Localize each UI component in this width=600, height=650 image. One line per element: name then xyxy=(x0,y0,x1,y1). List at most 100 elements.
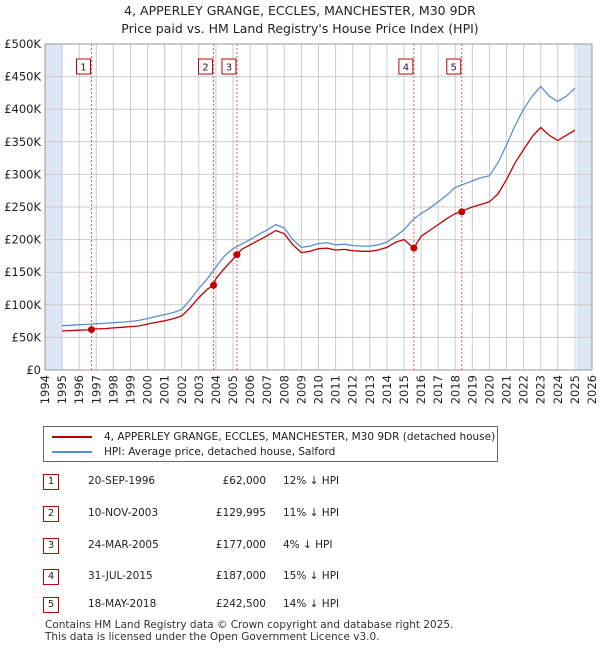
sale-marker-box xyxy=(221,58,237,75)
x-tick-label: 2019 xyxy=(465,375,479,404)
sale-point xyxy=(87,326,95,334)
sale-marker-label: 1 xyxy=(80,63,86,74)
x-tick-label: 2024 xyxy=(551,375,565,404)
sale-marker-box xyxy=(446,58,462,75)
plot-border xyxy=(44,43,593,371)
chart-title: 4, APPERLEY GRANGE, ECCLES, MANCHESTER, … xyxy=(124,3,476,18)
x-tick-label: 2007 xyxy=(260,375,274,404)
sale-marker-box xyxy=(398,58,414,75)
x-tick-label: 2018 xyxy=(448,375,462,404)
x-tick-label: 2021 xyxy=(500,375,514,404)
x-tick-label: 2013 xyxy=(363,375,377,404)
hpi-line xyxy=(62,85,576,327)
transaction-date: 18-MAY-2018 xyxy=(88,598,157,610)
chart-legend: 4, APPERLEY GRANGE, ECCLES, MANCHESTER, … xyxy=(43,426,498,462)
y-tick-label: £0 xyxy=(26,363,41,377)
sale-marker-label: 4 xyxy=(403,63,409,74)
transaction-hpi-diff: 14% ↓ HPI xyxy=(283,598,340,610)
x-tick-label: 2014 xyxy=(380,375,394,404)
y-tick-label: £150K xyxy=(4,265,41,279)
x-tick-label: 2026 xyxy=(585,375,599,404)
chart-axes: £0 £50K £100K £150K £200K £250K £300K £350K £400… xyxy=(4,37,599,404)
x-tick-label: 1999 xyxy=(123,375,137,404)
sale-point xyxy=(233,251,241,259)
sale-marker-label: 3 xyxy=(226,63,232,74)
transaction-hpi-diff: 11% ↓ HPI xyxy=(283,507,340,519)
licence-notice: This data is licensed under the Open Gov… xyxy=(45,631,380,643)
y-tick-label: £50K xyxy=(12,330,42,344)
x-tick-label: 2023 xyxy=(534,375,548,404)
transaction-date: 20-SEP-1996 xyxy=(88,475,156,487)
table-row: 5 18-MAY-2018 £242,500 14% ↓ HPI xyxy=(43,597,463,613)
transaction-date: 31-JUL-2015 xyxy=(88,570,153,582)
y-tick-label: £200K xyxy=(4,233,41,247)
x-tick-label: 2000 xyxy=(141,375,155,404)
sale-point xyxy=(410,244,418,252)
x-tick-label: 2001 xyxy=(158,375,172,404)
x-tick-label: 2022 xyxy=(517,375,531,404)
legend-property-label: 4, APPERLEY GRANGE, ECCLES, MANCHESTER, … xyxy=(104,431,496,443)
legend-hpi-label: HPI: Average price, detached house, Salf… xyxy=(104,446,336,458)
property-price-line xyxy=(62,126,576,332)
y-tick-label: £400K xyxy=(4,102,41,116)
transaction-number: 2 xyxy=(43,506,59,522)
x-tick-label: 2002 xyxy=(175,375,189,404)
y-tick-label: £350K xyxy=(4,135,41,149)
sale-marker-box xyxy=(75,58,91,75)
table-row: 1 20-SEP-1996 £62,000 12% ↓ HPI xyxy=(43,474,463,490)
sale-marker-box xyxy=(198,58,214,75)
transaction-number: 1 xyxy=(43,474,59,490)
x-tick-label: 2017 xyxy=(431,375,445,404)
transaction-date: 10-NOV-2003 xyxy=(88,507,159,519)
copyright-notice: Contains HM Land Registry data © Crown c… xyxy=(45,619,454,631)
table-row: 4 31-JUL-2015 £187,000 15% ↓ HPI xyxy=(43,569,463,585)
x-tick-label: 1995 xyxy=(55,375,69,404)
transaction-hpi-diff: 4% ↓ HPI xyxy=(283,539,333,551)
sale-point xyxy=(458,208,466,216)
y-tick-label: £450K xyxy=(4,70,41,84)
y-tick-label: £300K xyxy=(4,167,41,181)
table-row: 3 24-MAR-2005 £177,000 4% ↓ HPI xyxy=(43,538,463,554)
transaction-price: £177,000 xyxy=(215,539,266,551)
x-tick-label: 1997 xyxy=(89,375,103,404)
transaction-price: £129,995 xyxy=(215,507,266,519)
legend-property-line xyxy=(52,436,92,438)
sale-points xyxy=(87,208,466,334)
x-tick-label: 2011 xyxy=(329,375,343,404)
sale-marker-boxes: 1 2 3 4 5 xyxy=(75,58,462,75)
x-tick-label: 1994 xyxy=(38,375,52,404)
transaction-number: 4 xyxy=(43,569,59,585)
x-tick-label: 2016 xyxy=(414,375,428,404)
x-tick-label: 2008 xyxy=(277,375,291,404)
x-tick-label: 2005 xyxy=(226,375,240,404)
x-tick-label: 2003 xyxy=(192,375,206,404)
sale-marker-label: 2 xyxy=(202,63,208,74)
transaction-hpi-diff: 12% ↓ HPI xyxy=(283,475,340,487)
x-tick-label: 1996 xyxy=(72,375,86,404)
chart-series xyxy=(62,85,576,332)
sale-marker-label: 5 xyxy=(451,63,457,74)
price-chart: 1 2 3 4 5 £0 £50K £100K £150K £200K £250K £300K £35… xyxy=(4,37,599,404)
x-tick-label: 2004 xyxy=(209,375,223,404)
y-tick-label: £250K xyxy=(4,200,41,214)
transaction-number: 5 xyxy=(43,597,59,613)
transaction-price: £62,000 xyxy=(222,475,266,487)
sale-point xyxy=(210,281,218,289)
transaction-number: 3 xyxy=(43,538,59,554)
x-tick-label: 2025 xyxy=(568,375,582,404)
x-tick-label: 2010 xyxy=(312,375,326,404)
transaction-hpi-diff: 15% ↓ HPI xyxy=(283,570,340,582)
x-tick-label: 2020 xyxy=(482,375,496,404)
x-tick-label: 1998 xyxy=(106,375,120,404)
legend-hpi-line xyxy=(52,451,92,453)
y-tick-label: £500K xyxy=(4,37,41,51)
transaction-price: £187,000 xyxy=(215,570,266,582)
table-row: 2 10-NOV-2003 £129,995 11% ↓ HPI xyxy=(43,506,463,522)
x-tick-label: 2006 xyxy=(243,375,257,404)
legend-item-property: 4, APPERLEY GRANGE, ECCLES, MANCHESTER, … xyxy=(52,430,495,444)
x-tick-label: 2012 xyxy=(346,375,360,404)
transaction-price: £242,500 xyxy=(215,598,266,610)
transaction-date: 24-MAR-2005 xyxy=(88,539,159,551)
x-tick-label: 2015 xyxy=(397,375,411,404)
chart-subtitle: Price paid vs. HM Land Registry's House … xyxy=(121,21,479,36)
